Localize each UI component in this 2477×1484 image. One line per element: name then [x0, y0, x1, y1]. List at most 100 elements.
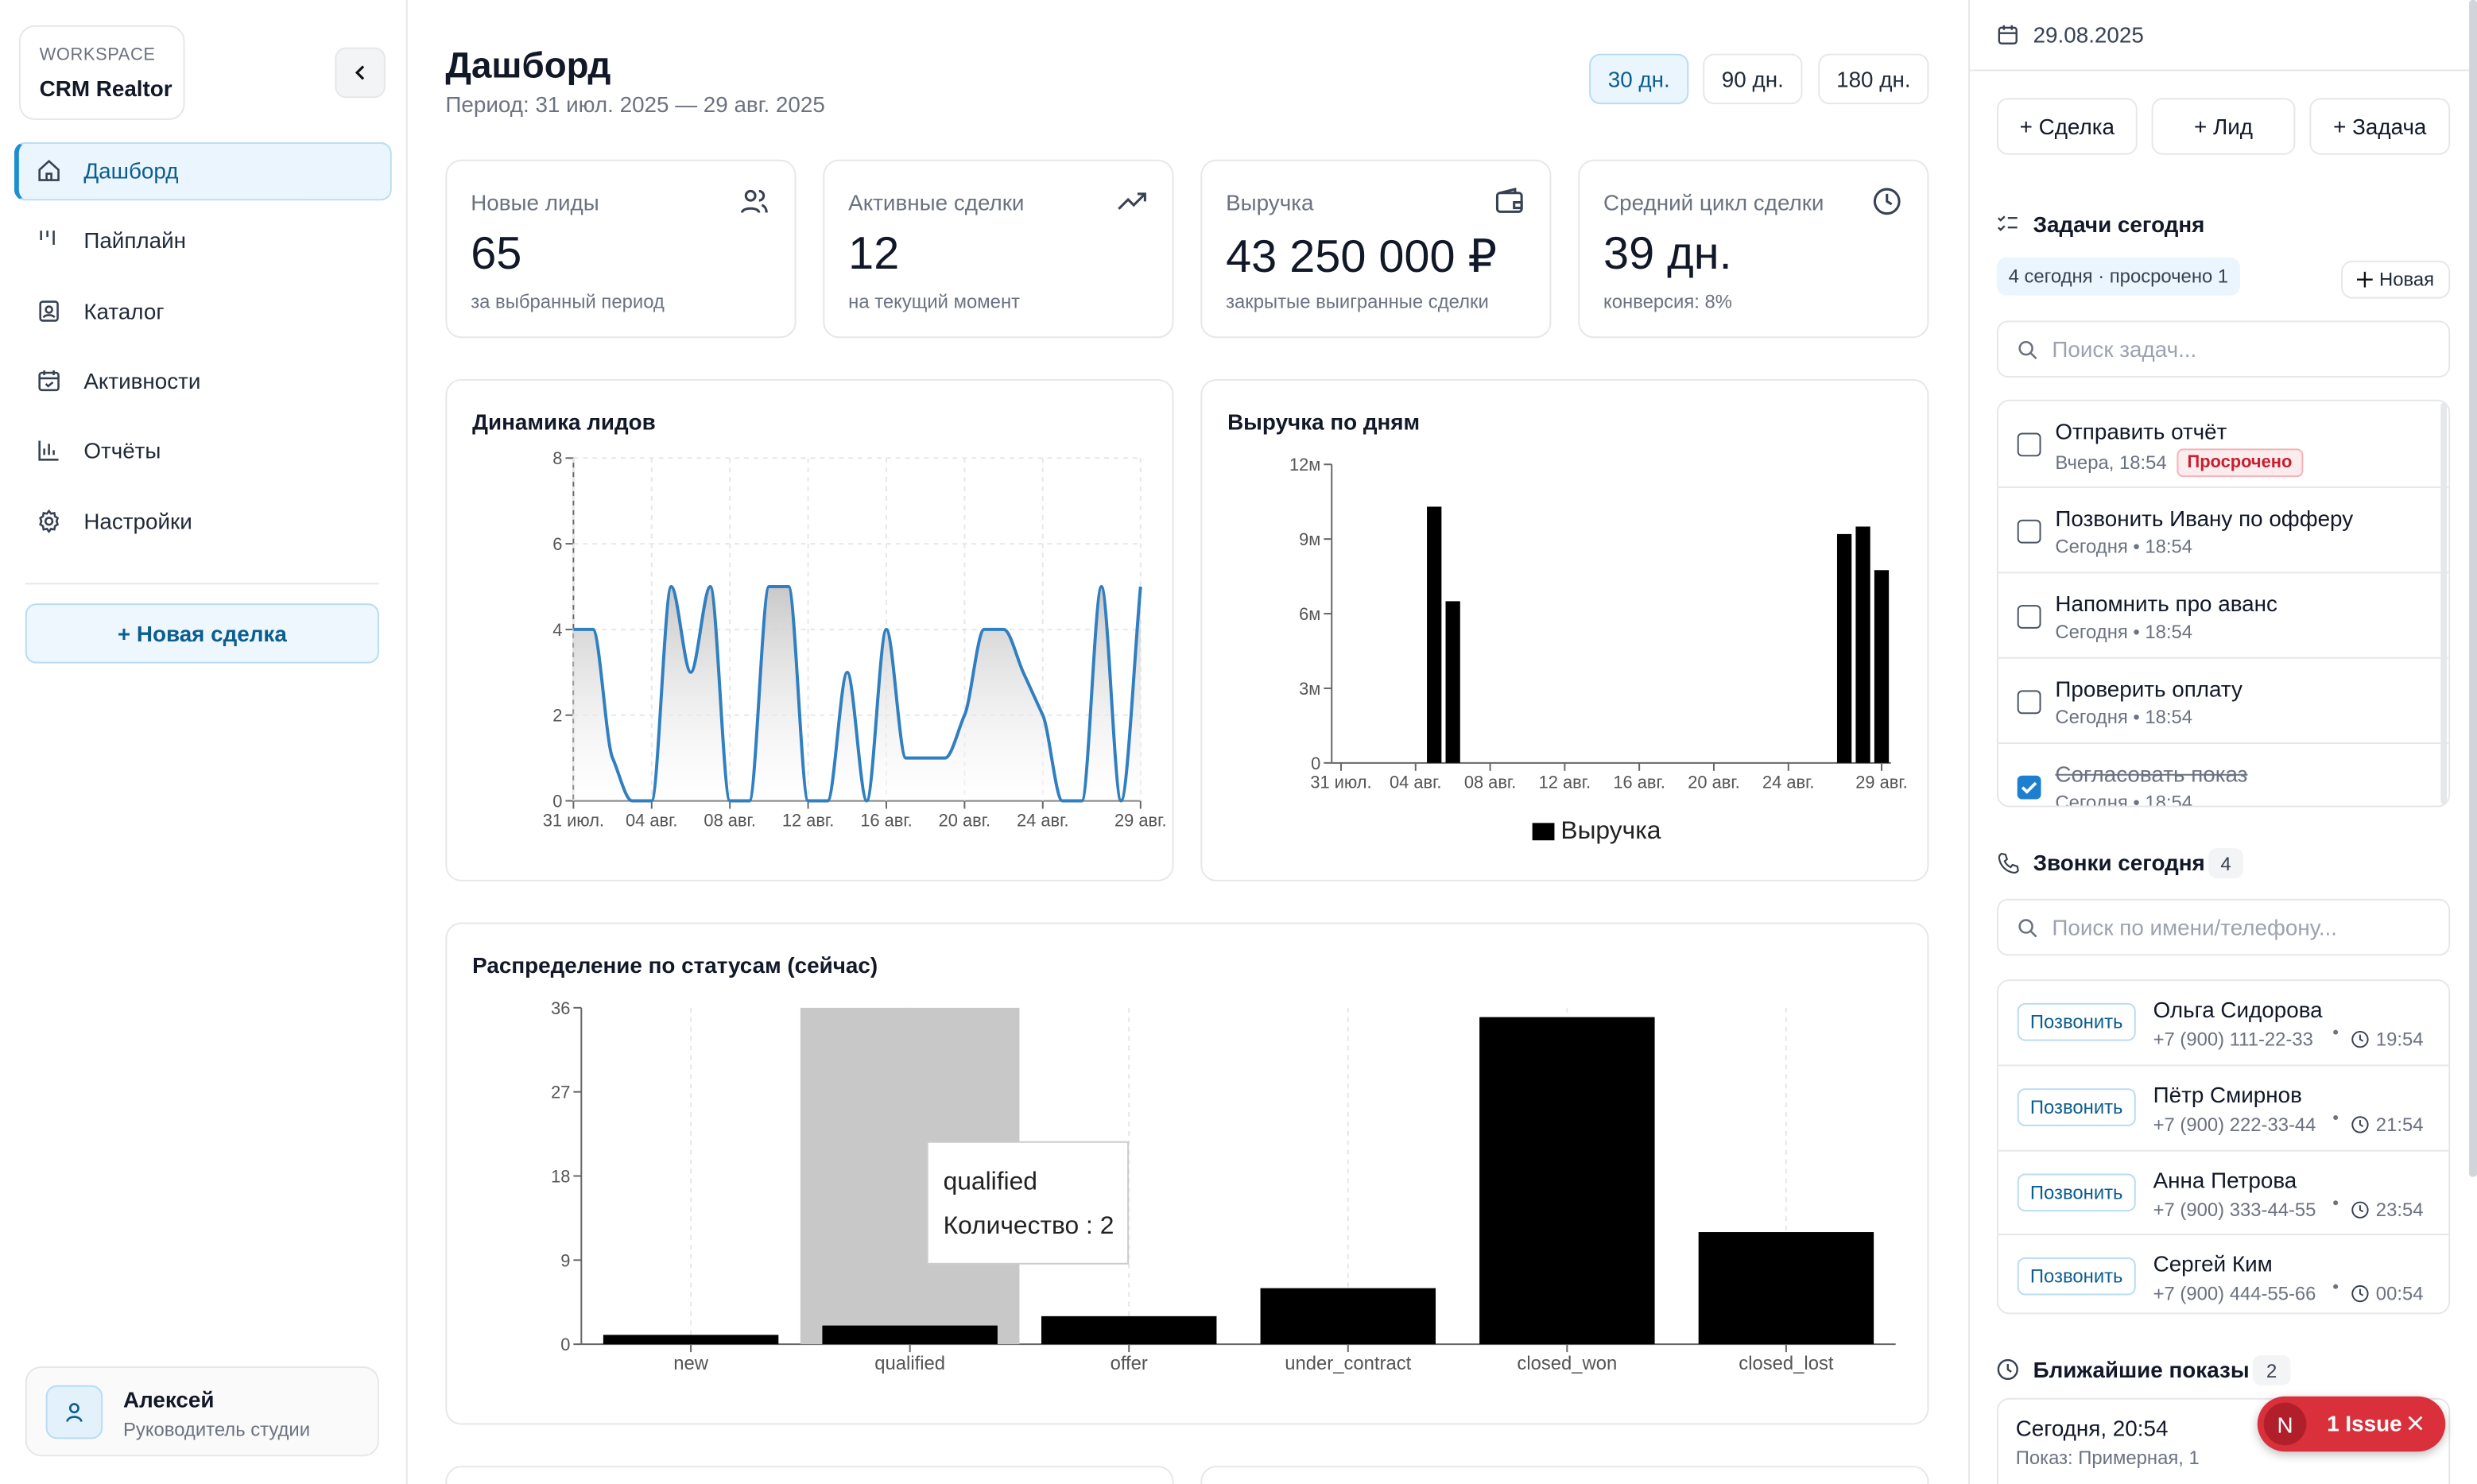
user-icon — [66, 1403, 83, 1422]
nav-item[interactable] — [14, 141, 392, 201]
call-time: 23:54 — [2375, 1198, 2424, 1221]
current-date: 29.08.2025 — [2033, 21, 2144, 48]
scrollbar — [2440, 402, 2448, 804]
area — [573, 587, 1141, 801]
bar — [1445, 601, 1460, 763]
range-button[interactable]: 30 дн. — [1589, 53, 1689, 105]
nav-label: Каталог — [83, 297, 165, 324]
nav-item[interactable] — [14, 492, 392, 551]
nav-item[interactable] — [14, 212, 392, 271]
clock-icon — [2351, 1200, 2369, 1219]
y-tick-label: 9 — [560, 1250, 570, 1270]
showing-detail: Показ: Примерная, 1 — [2015, 1447, 2200, 1470]
call-button[interactable]: Позвонить — [2017, 1257, 2136, 1296]
x-tick-label: 24 авг. — [1017, 810, 1069, 830]
action-button[interactable]: + Сделка — [1996, 98, 2138, 155]
task-checkbox[interactable] — [2017, 690, 2041, 715]
x-tick-label: 29 авг. — [1855, 773, 1908, 792]
action-button[interactable]: + Задача — [2309, 98, 2451, 155]
x-tick-label: 31 июл. — [1310, 773, 1371, 792]
kpi-card — [1578, 159, 1929, 339]
nav-item[interactable] — [14, 422, 392, 481]
kpi-note: конверсия: 8% — [1603, 290, 1733, 313]
x-tick-label: 04 авг. — [626, 810, 678, 830]
collapse-button[interactable] — [335, 47, 386, 99]
separator-dot — [2333, 1115, 2339, 1121]
contact-phone: +7 (900) 222-33-44 — [2153, 1114, 2316, 1137]
y-tick-label: 2 — [552, 706, 562, 726]
close-icon[interactable] — [2408, 1416, 2424, 1432]
task-checkbox[interactable] — [2017, 432, 2041, 457]
y-tick-label: 0 — [552, 791, 562, 811]
x-tick-label: 12 авг. — [1539, 773, 1591, 792]
task-item[interactable]: Напомнить про аванс Сегодня • 18:54 — [1998, 572, 2449, 657]
check-icon — [2021, 781, 2037, 794]
task-time: Сегодня • 18:54 — [2055, 535, 2193, 558]
y-tick-label: 3м — [1299, 679, 1320, 699]
y-tick-label: 4 — [552, 620, 562, 640]
kpi-note: на текущий момент — [848, 290, 1021, 313]
new-task-button[interactable]: Новая — [2341, 260, 2451, 299]
task-meta: Сегодня • 18:54 — [2055, 706, 2192, 728]
call-search[interactable] — [1996, 898, 2451, 956]
task-time: Сегодня • 18:54 — [2055, 791, 2193, 808]
nav-item[interactable] — [14, 282, 392, 341]
workspace-card[interactable] — [18, 25, 185, 121]
task-time: Вчера, 18:54 — [2055, 451, 2167, 475]
task-checkbox[interactable] — [2017, 605, 2041, 629]
task-item[interactable]: Проверить оплату Сегодня • 18:54 — [1998, 657, 2449, 742]
bar — [822, 1325, 998, 1345]
section-title: Ближайшие показы — [2033, 1357, 2250, 1382]
period: Период: 31 июл. 2025 — 29 авг. 2025 — [445, 91, 825, 118]
task-item[interactable]: Отправить отчёт Вчера, 18:54 Просрочено — [1998, 401, 2448, 486]
task-search[interactable] — [1996, 320, 2451, 378]
nav-label: Активности — [83, 367, 201, 393]
task-title: Позвонить Ивану по офферу — [2055, 505, 2354, 531]
kpi-note: за выбранный период — [471, 290, 665, 313]
bar — [1698, 1232, 1874, 1345]
range-button[interactable]: 180 дн. — [1818, 53, 1929, 105]
calendar-icon — [1998, 25, 2018, 45]
kpi-value: 12 — [848, 229, 900, 280]
x-tick-label: under_contract — [1285, 1353, 1411, 1374]
nav-icon — [39, 508, 60, 533]
contact-name: Пётр Смирнов — [2153, 1082, 2302, 1108]
call-button[interactable]: Позвонить — [2017, 1088, 2136, 1127]
card-title: Распределение по статусам (сейчас) — [472, 952, 878, 978]
task-checkbox[interactable] — [2017, 775, 2041, 800]
tasks-icon — [1998, 215, 2018, 231]
call-time: 21:54 — [2375, 1114, 2424, 1137]
x-tick-label: 12 авг. — [782, 810, 835, 830]
kpi-card — [1200, 159, 1552, 339]
issue-text: 1 Issue — [2327, 1410, 2402, 1436]
kpi-value: 65 — [471, 229, 522, 280]
task-title: Проверить оплату — [2055, 676, 2242, 702]
y-tick-label: 12м — [1289, 455, 1320, 475]
call-button[interactable]: Позвонить — [2017, 1002, 2136, 1041]
divider — [25, 583, 379, 585]
task-checkbox[interactable] — [2017, 519, 2041, 544]
call-button[interactable]: Позвонить — [2017, 1172, 2136, 1211]
y-tick-label: 0 — [560, 1335, 570, 1354]
task-item[interactable]: Позвонить Ивану по офферу Сегодня • 18:54 — [1998, 486, 2449, 572]
clock-icon — [2351, 1030, 2369, 1048]
task-time: Сегодня • 18:54 — [2055, 620, 2193, 643]
range-button[interactable]: 90 дн. — [1703, 53, 1803, 105]
workspace-name: CRM Realtor — [39, 76, 172, 102]
task-item[interactable]: Согласовать показ Сегодня • 18:54 — [1998, 742, 2449, 808]
new-deal-button[interactable]: + Новая сделка — [25, 603, 379, 664]
nav-icon — [39, 300, 59, 321]
kpi-icon — [741, 189, 768, 214]
task-meta: Сегодня • 18:54 — [2055, 621, 2192, 643]
nav-item[interactable] — [14, 352, 392, 411]
card-title: Выручка по дням — [1227, 409, 1421, 435]
search-placeholder: Поиск задач... — [2052, 336, 2197, 362]
y-tick-label: 18 — [551, 1166, 570, 1186]
y-tick-label: 8 — [552, 448, 562, 468]
nav-label: Пайплайн — [83, 227, 187, 254]
action-button[interactable]: + Лид — [2151, 98, 2296, 155]
phone-icon — [1998, 852, 2019, 874]
